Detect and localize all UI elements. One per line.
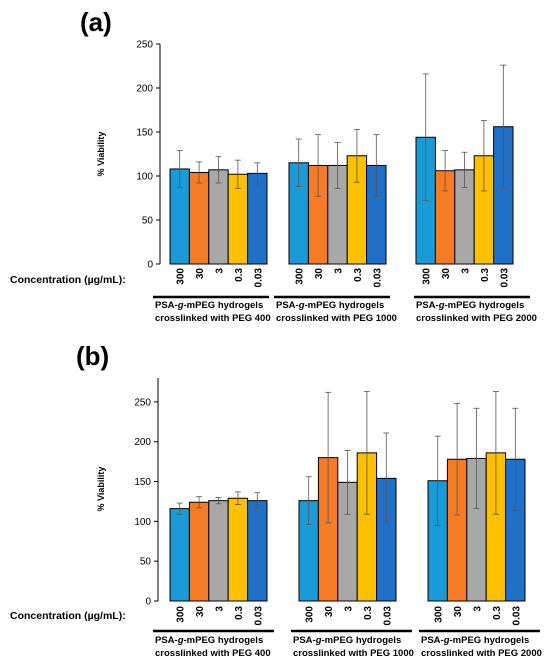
category-label: 0.03 xyxy=(253,268,264,288)
category-label: 0.3 xyxy=(234,606,245,620)
group-label-part: PSA- xyxy=(276,300,299,311)
panel-label: (b) xyxy=(76,341,109,371)
category-label: 30 xyxy=(195,268,206,280)
group-label-line1: PSA-g-mPEG hydrogels xyxy=(421,635,529,646)
group-label-part: PSA- xyxy=(293,635,316,646)
category-label: 0.3 xyxy=(353,268,364,282)
group-label-line2: crosslinked with PEG 1000 xyxy=(293,648,414,659)
group-label-line1: PSA-g-mPEG hydrogels xyxy=(293,635,401,646)
bar xyxy=(247,172,268,265)
concentration-label: Concentration (µg/mL): xyxy=(10,610,126,622)
group-label-italic-part: g xyxy=(177,300,184,311)
y-tick-label: 150 xyxy=(136,128,153,139)
bar xyxy=(169,508,190,602)
category-label: 300 xyxy=(434,606,445,623)
category-label: 0.3 xyxy=(363,606,374,620)
y-tick-label: 150 xyxy=(134,477,151,488)
group-label-part: -mPEG hydrogels xyxy=(450,635,530,646)
category-label: 0.3 xyxy=(234,268,245,282)
category-label: 3 xyxy=(334,268,345,274)
group-label-line1: PSA-g-mPEG hydrogels xyxy=(416,300,524,311)
bar xyxy=(188,171,210,265)
group-label-italic-part: g xyxy=(443,635,450,646)
group-label-part: -mPEG hydrogels xyxy=(322,635,402,646)
category-label: 30 xyxy=(324,606,335,618)
category-label: 300 xyxy=(176,268,187,285)
group-label-part: -mPEG hydrogels xyxy=(305,300,385,311)
concentration-label: Concentration (µg/mL): xyxy=(10,274,126,286)
category-label: 0.03 xyxy=(382,606,393,626)
y-tick-label: 0 xyxy=(145,597,151,608)
category-label: 300 xyxy=(295,268,306,285)
category-label: 30 xyxy=(314,268,325,280)
bar xyxy=(208,169,229,265)
group-label-italic-part: g xyxy=(177,635,184,646)
group-label-italic-part: g xyxy=(298,300,305,311)
y-tick-label: 0 xyxy=(147,260,153,271)
category-label: 3 xyxy=(215,268,226,274)
group-label-line1: PSA-g-mPEG hydrogels xyxy=(155,300,263,311)
y-tick-label: 100 xyxy=(136,172,153,183)
category-label: 0.03 xyxy=(372,268,383,288)
category-label: 0.03 xyxy=(499,268,510,288)
y-axis-label: % Viability xyxy=(96,132,106,177)
category-label: 0.3 xyxy=(492,606,503,620)
y-tick-label: 200 xyxy=(134,437,151,448)
category-label: 0.3 xyxy=(480,268,491,282)
group-label-line2: crosslinked with PEG 2000 xyxy=(421,648,542,659)
category-label: 0.03 xyxy=(253,606,264,626)
category-label: 300 xyxy=(422,268,433,285)
bar xyxy=(188,501,210,602)
bar xyxy=(208,500,229,602)
category-label: 3 xyxy=(215,606,226,612)
y-tick-label: 50 xyxy=(140,557,152,568)
category-label: 3 xyxy=(473,606,484,612)
panel-label: (a) xyxy=(80,7,112,37)
group-label-line2: crosslinked with PEG 2000 xyxy=(416,313,537,324)
y-tick-label: 250 xyxy=(136,40,153,51)
group-label-part: PSA- xyxy=(155,635,178,646)
bar xyxy=(227,497,249,602)
y-tick-label: 200 xyxy=(136,84,153,95)
category-label: 0.03 xyxy=(511,606,522,626)
y-tick-label: 50 xyxy=(142,216,154,227)
y-tick-label: 250 xyxy=(134,397,151,408)
y-axis-label: % Viability xyxy=(96,467,106,512)
group-label-part: PSA- xyxy=(421,635,444,646)
y-tick-label: 100 xyxy=(134,517,151,528)
group-label-part: -mPEG hydrogels xyxy=(184,635,264,646)
group-label-part: -mPEG hydrogels xyxy=(184,300,264,311)
category-label: 30 xyxy=(195,606,206,618)
category-label: 3 xyxy=(344,606,355,612)
category-label: 300 xyxy=(176,606,187,623)
group-label-line2: crosslinked with PEG 400 xyxy=(155,313,271,324)
group-label-line2: crosslinked with PEG 400 xyxy=(155,648,271,659)
category-label: 30 xyxy=(441,268,452,280)
group-label-part: -mPEG hydrogels xyxy=(445,300,525,311)
group-label-italic-part: g xyxy=(438,300,445,311)
category-label: 300 xyxy=(305,606,316,623)
group-label-part: PSA- xyxy=(155,300,178,311)
group-label-italic-part: g xyxy=(315,635,322,646)
bar xyxy=(247,500,268,602)
category-label: 30 xyxy=(453,606,464,618)
group-label-line2: crosslinked with PEG 1000 xyxy=(276,313,397,324)
group-label-line1: PSA-g-mPEG hydrogels xyxy=(276,300,384,311)
group-label-part: PSA- xyxy=(416,300,439,311)
group-label-line1: PSA-g-mPEG hydrogels xyxy=(155,635,263,646)
category-label: 3 xyxy=(461,268,472,274)
